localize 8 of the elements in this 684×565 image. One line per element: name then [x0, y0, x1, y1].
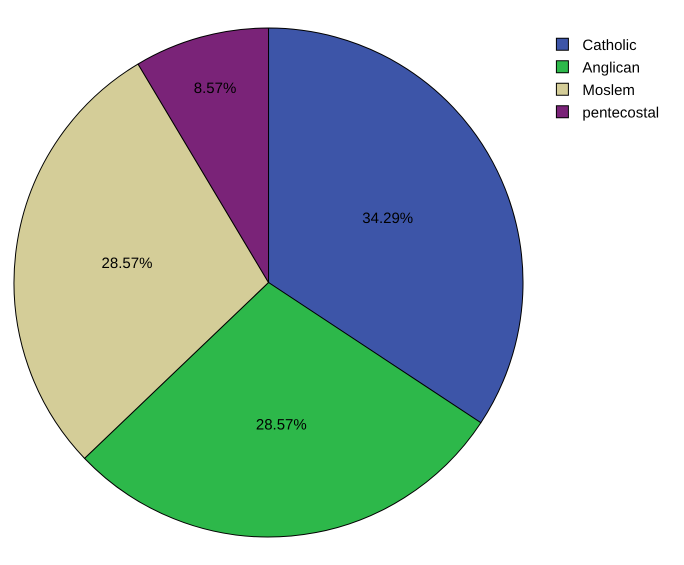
legend-label: Anglican: [582, 60, 640, 77]
legend-label: Moslem: [582, 82, 635, 100]
legend-label: Catholic: [582, 37, 638, 54]
data-label: 28.57%: [102, 254, 152, 272]
data-label: 28.57%: [256, 416, 307, 434]
data-label: 34.29%: [362, 210, 414, 227]
legend-label: pentecostal: [582, 104, 660, 122]
data-label: 8.57%: [194, 80, 236, 98]
